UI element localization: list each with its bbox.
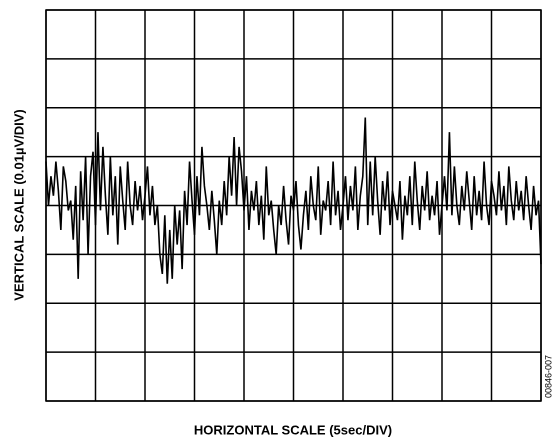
plot-frame: [45, 9, 542, 402]
noise-trace: [45, 117, 542, 284]
figure-code: 00846-007: [543, 355, 553, 398]
y-axis-label: VERTICAL SCALE (0.01µV/DIV): [11, 109, 26, 300]
x-axis-label: HORIZONTAL SCALE (5sec/DIV): [194, 422, 392, 437]
